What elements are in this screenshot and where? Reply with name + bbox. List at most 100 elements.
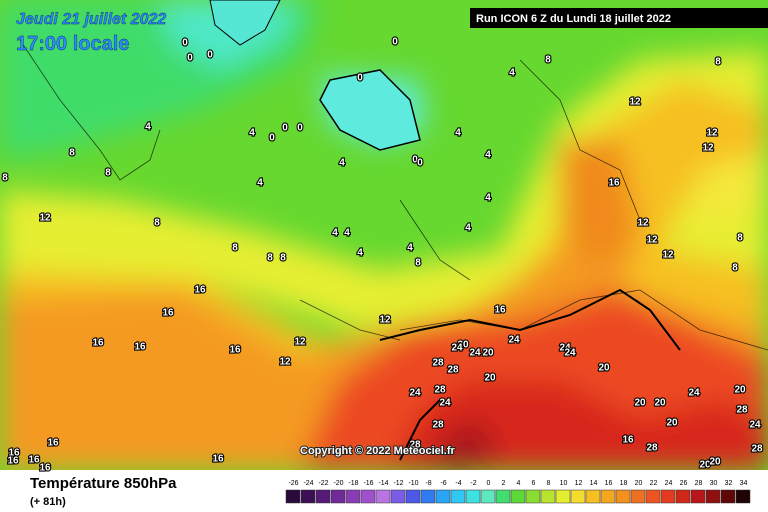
scale-label: 20 [635, 480, 643, 487]
contour-label: 28 [434, 385, 446, 396]
contour-label: 12 [279, 357, 291, 368]
contour-label: 20 [482, 348, 494, 359]
scale-label: 14 [590, 480, 598, 487]
scale-swatch [705, 489, 721, 504]
scale-label: 28 [695, 480, 703, 487]
contour-label: 20 [457, 340, 469, 351]
scale-label: -10 [408, 480, 418, 487]
scale-label: -4 [455, 480, 461, 487]
scale-label: 32 [725, 480, 733, 487]
contour-label: 8 [732, 263, 738, 274]
contour-label: 4 [465, 223, 471, 234]
contour-label: 4 [332, 228, 338, 239]
contour-label: 24 [451, 343, 463, 354]
lead-time: (+ 81h) [30, 496, 66, 508]
scale-swatch [510, 489, 526, 504]
contour-label: 4 [455, 128, 461, 139]
contour-label: 16 [622, 435, 634, 446]
scale-swatch [660, 489, 676, 504]
contour-label: 0 [412, 155, 418, 166]
copyright: Copyright © 2022 Meteociel.fr [300, 445, 456, 457]
contour-label: 24 [508, 335, 520, 346]
contour-label: 28 [751, 444, 763, 455]
scale-label: -2 [470, 480, 476, 487]
contour-label: 0 [392, 37, 398, 48]
scale-label: -6 [440, 480, 446, 487]
scale-swatch [345, 489, 361, 504]
contour-label: 24 [439, 398, 451, 409]
scale-swatch [420, 489, 436, 504]
contour-label: 8 [2, 173, 8, 184]
scale-label: 10 [560, 480, 568, 487]
contour-label: 16 [47, 438, 59, 449]
scale-swatch [645, 489, 661, 504]
contour-label: 28 [409, 440, 421, 451]
contour-label: 16 [608, 178, 620, 189]
contour-label: 12 [646, 235, 658, 246]
contour-label: 20 [734, 385, 746, 396]
contour-label: 20 [666, 418, 678, 429]
contour-label: 16 [39, 463, 51, 474]
scale-label: -18 [348, 480, 358, 487]
scale-label: -20 [333, 480, 343, 487]
contour-label: 16 [194, 285, 206, 296]
contour-label: 4 [485, 193, 491, 204]
contour-label: 12 [294, 337, 306, 348]
contour-label: 20 [598, 363, 610, 374]
scale-swatch [465, 489, 481, 504]
forecast-date: Jeudi 21 juillet 2022 [16, 11, 166, 28]
scale-label: 6 [532, 480, 536, 487]
contour-label: 4 [407, 243, 413, 254]
scale-swatch [450, 489, 466, 504]
scale-label: 34 [740, 480, 748, 487]
color-scale: -26 -24 -22 -20 -18 -16 -14 -12 -10 -8 -6 -4 -2 0 2 4 6 8… [285, 480, 751, 504]
contour-label: 16 [7, 456, 19, 467]
contour-label: 12 [702, 143, 714, 154]
contour-label: 12 [637, 218, 649, 229]
contour-label: 4 [485, 150, 491, 161]
contour-label: 0 [207, 50, 213, 61]
run-box [470, 8, 768, 28]
scale-swatch [435, 489, 451, 504]
contour-label: 16 [28, 455, 40, 466]
contour-label: 0 [269, 133, 275, 144]
scale-swatch [690, 489, 706, 504]
scale-swatch [555, 489, 571, 504]
contour-label: 12 [706, 128, 718, 139]
contour-label: 16 [494, 305, 506, 316]
scale-swatch [480, 489, 496, 504]
run-info: Run ICON 6 Z du Lundi 18 juillet 2022 [476, 13, 671, 25]
contour-label: 4 [145, 122, 151, 133]
contour-label: 8 [267, 253, 273, 264]
contour-label: 8 [545, 55, 551, 66]
contour-label: 4 [357, 248, 363, 259]
contour-label: 4 [344, 228, 350, 239]
contour-label: 4 [257, 178, 263, 189]
contour-label: 16 [8, 448, 20, 459]
scale-label: -12 [393, 480, 403, 487]
scale-label: -22 [318, 480, 328, 487]
contour-label: 20 [634, 398, 646, 409]
forecast-time: 17:00 locale [16, 33, 129, 55]
scale-swatch [600, 489, 616, 504]
scale-swatch [615, 489, 631, 504]
scale-label: 24 [665, 480, 673, 487]
scale-label: 0 [487, 480, 491, 487]
contour-label: 20 [654, 398, 666, 409]
contour-label: 0 [187, 53, 193, 64]
scale-label: 26 [680, 480, 688, 487]
contour-label: 8 [737, 233, 743, 244]
scale-label: -16 [363, 480, 373, 487]
contour-label: 16 [162, 308, 174, 319]
contour-label: 28 [736, 405, 748, 416]
contour-label: 12 [629, 97, 641, 108]
scale-label: -8 [425, 480, 431, 487]
scale-swatch [360, 489, 376, 504]
scale-swatch [315, 489, 331, 504]
contour-label: 28 [646, 443, 658, 454]
scale-swatch [495, 489, 511, 504]
scale-label: 8 [547, 480, 551, 487]
contour-label: 20 [484, 373, 496, 384]
contour-label: 28 [432, 420, 444, 431]
scale-label: 18 [620, 480, 628, 487]
